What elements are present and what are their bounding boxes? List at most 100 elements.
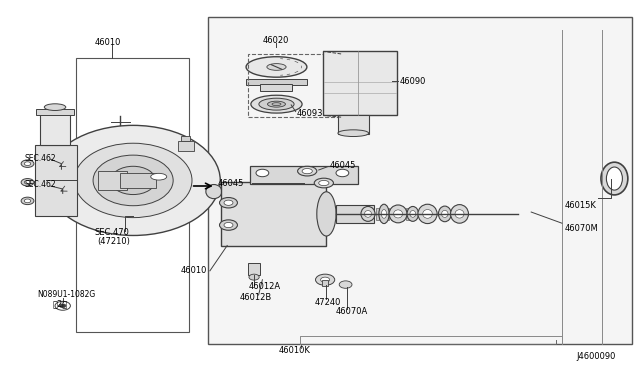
Circle shape — [224, 200, 233, 205]
Bar — [396, 208, 399, 220]
Ellipse shape — [607, 167, 623, 190]
Text: 46012A: 46012A — [248, 282, 280, 291]
Bar — [406, 208, 410, 220]
Ellipse shape — [451, 205, 468, 223]
Ellipse shape — [267, 64, 286, 70]
Ellipse shape — [389, 205, 407, 223]
Circle shape — [55, 301, 70, 310]
Bar — [376, 208, 379, 220]
Circle shape — [24, 199, 31, 203]
Ellipse shape — [407, 206, 419, 221]
Polygon shape — [323, 51, 397, 115]
Ellipse shape — [46, 125, 220, 235]
Bar — [401, 208, 404, 220]
Bar — [98, 171, 127, 190]
Bar — [221, 182, 326, 246]
Bar — [336, 205, 374, 223]
Ellipse shape — [251, 95, 302, 113]
Ellipse shape — [442, 211, 448, 217]
Ellipse shape — [268, 101, 285, 107]
Circle shape — [249, 274, 259, 280]
Bar — [181, 136, 190, 141]
Bar — [381, 208, 384, 220]
Text: （2）: （2） — [52, 300, 68, 309]
Ellipse shape — [272, 103, 281, 106]
Bar — [248, 263, 260, 275]
Bar — [338, 115, 369, 134]
Circle shape — [336, 169, 349, 177]
Text: 46010: 46010 — [95, 38, 121, 47]
Ellipse shape — [111, 166, 156, 195]
Bar — [178, 141, 194, 151]
Circle shape — [220, 220, 237, 230]
Text: 46093: 46093 — [296, 109, 323, 118]
Ellipse shape — [394, 210, 403, 218]
Ellipse shape — [455, 210, 464, 218]
Circle shape — [316, 274, 335, 285]
Bar — [76, 58, 189, 332]
Bar — [248, 54, 341, 117]
Circle shape — [321, 277, 330, 282]
Circle shape — [220, 198, 237, 208]
Bar — [36, 109, 74, 115]
Ellipse shape — [410, 211, 416, 217]
Text: 46020: 46020 — [262, 36, 289, 45]
Ellipse shape — [317, 192, 336, 236]
Text: SEC.470: SEC.470 — [95, 228, 129, 237]
Ellipse shape — [259, 98, 294, 110]
Ellipse shape — [379, 204, 389, 224]
Ellipse shape — [338, 130, 369, 137]
Bar — [246, 79, 307, 85]
Circle shape — [21, 197, 34, 205]
Text: 47240: 47240 — [315, 298, 341, 307]
Bar — [260, 84, 292, 91]
Ellipse shape — [314, 178, 333, 188]
Ellipse shape — [44, 104, 66, 110]
Text: 46010K: 46010K — [278, 346, 310, 355]
Text: 46015K: 46015K — [564, 201, 596, 210]
Text: (47210): (47210) — [97, 237, 130, 246]
Text: N089U1-1082G: N089U1-1082G — [37, 290, 95, 299]
Ellipse shape — [302, 169, 312, 174]
Bar — [391, 208, 394, 220]
Ellipse shape — [365, 211, 371, 217]
Circle shape — [60, 304, 66, 308]
Text: SEC.462: SEC.462 — [24, 180, 56, 189]
Ellipse shape — [298, 166, 317, 176]
Circle shape — [256, 169, 269, 177]
Ellipse shape — [438, 206, 451, 222]
Circle shape — [21, 179, 34, 186]
Bar — [120, 173, 156, 188]
Bar — [35, 145, 77, 216]
Circle shape — [24, 162, 31, 166]
Text: 46045: 46045 — [218, 179, 244, 187]
Text: 46070A: 46070A — [336, 307, 368, 316]
Circle shape — [224, 222, 233, 228]
Ellipse shape — [127, 176, 140, 185]
Ellipse shape — [319, 180, 329, 186]
Ellipse shape — [381, 209, 387, 218]
Ellipse shape — [601, 162, 628, 195]
Text: 46010: 46010 — [180, 266, 207, 275]
Text: 46070M: 46070M — [564, 224, 598, 233]
Ellipse shape — [206, 185, 222, 199]
Bar — [208, 17, 632, 344]
Text: J4600090: J4600090 — [576, 352, 616, 361]
Bar — [386, 208, 389, 220]
Text: 46045: 46045 — [330, 161, 356, 170]
Ellipse shape — [423, 209, 433, 218]
Ellipse shape — [418, 204, 437, 224]
Ellipse shape — [93, 155, 173, 206]
Ellipse shape — [361, 206, 375, 221]
Circle shape — [24, 180, 31, 184]
Text: 46090: 46090 — [400, 77, 426, 86]
Polygon shape — [250, 166, 358, 184]
Circle shape — [21, 160, 34, 167]
Text: SEC.462: SEC.462 — [24, 154, 56, 163]
Ellipse shape — [246, 57, 307, 77]
Ellipse shape — [151, 173, 166, 180]
Bar — [322, 280, 328, 286]
Text: 46012B: 46012B — [239, 293, 271, 302]
Ellipse shape — [74, 143, 192, 218]
Bar — [40, 112, 70, 145]
